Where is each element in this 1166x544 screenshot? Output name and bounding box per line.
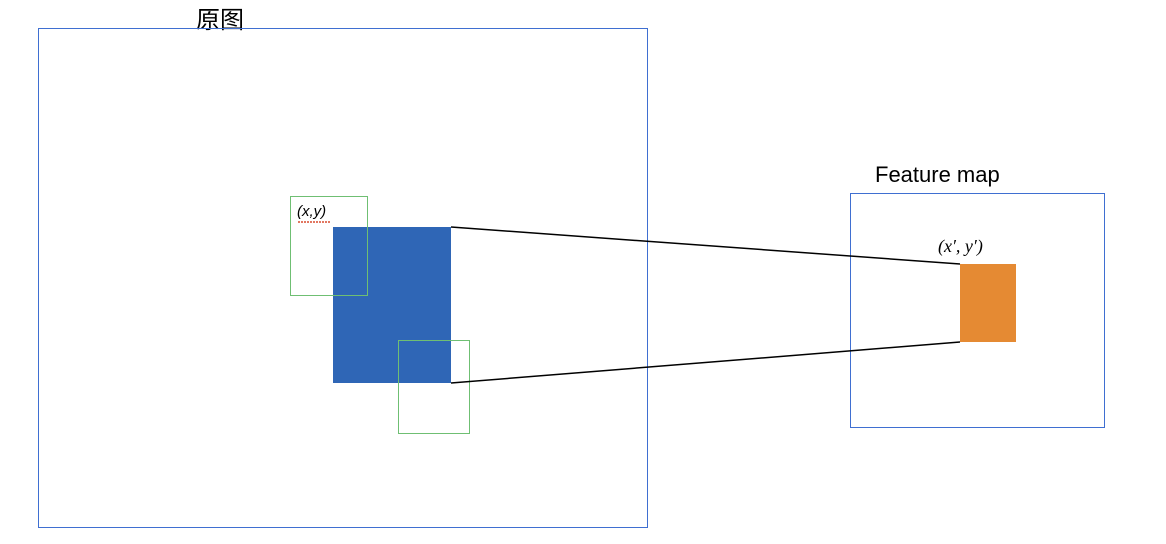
receptive-field-top: [290, 196, 368, 296]
mapped-region: [960, 264, 1016, 342]
feature-map-title: Feature map: [875, 162, 1000, 188]
receptive-field-bottom: [398, 340, 470, 434]
